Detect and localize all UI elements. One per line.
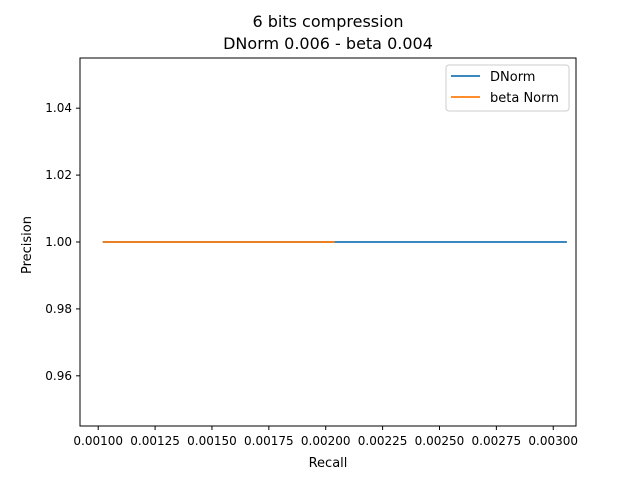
y-tick-label: 1.04	[45, 101, 72, 115]
y-axis-label: Precision	[20, 216, 35, 274]
y-tick-label: 1.02	[45, 168, 72, 182]
x-tick-label: 0.00150	[187, 434, 237, 448]
legend-label: DNorm	[490, 70, 535, 85]
y-tick-label: 1.00	[45, 235, 72, 249]
legend-label: beta Norm	[490, 91, 559, 106]
x-tick-label: 0.00250	[415, 434, 465, 448]
y-tick-label: 0.96	[45, 369, 72, 383]
x-tick-label: 0.00175	[244, 434, 294, 448]
x-tick-label: 0.00300	[528, 434, 578, 448]
chart-subtitle: DNorm 0.006 - beta 0.004	[223, 34, 433, 53]
x-tick-label: 0.00100	[73, 434, 123, 448]
x-axis-label: Recall	[309, 456, 348, 471]
x-tick-label: 0.00275	[472, 434, 522, 448]
x-tick-label: 0.00125	[130, 434, 180, 448]
x-tick-label: 0.00225	[358, 434, 408, 448]
chart-title: 6 bits compression	[252, 12, 403, 31]
y-tick-label: 0.98	[45, 302, 72, 316]
x-tick-label: 0.00200	[301, 434, 351, 448]
